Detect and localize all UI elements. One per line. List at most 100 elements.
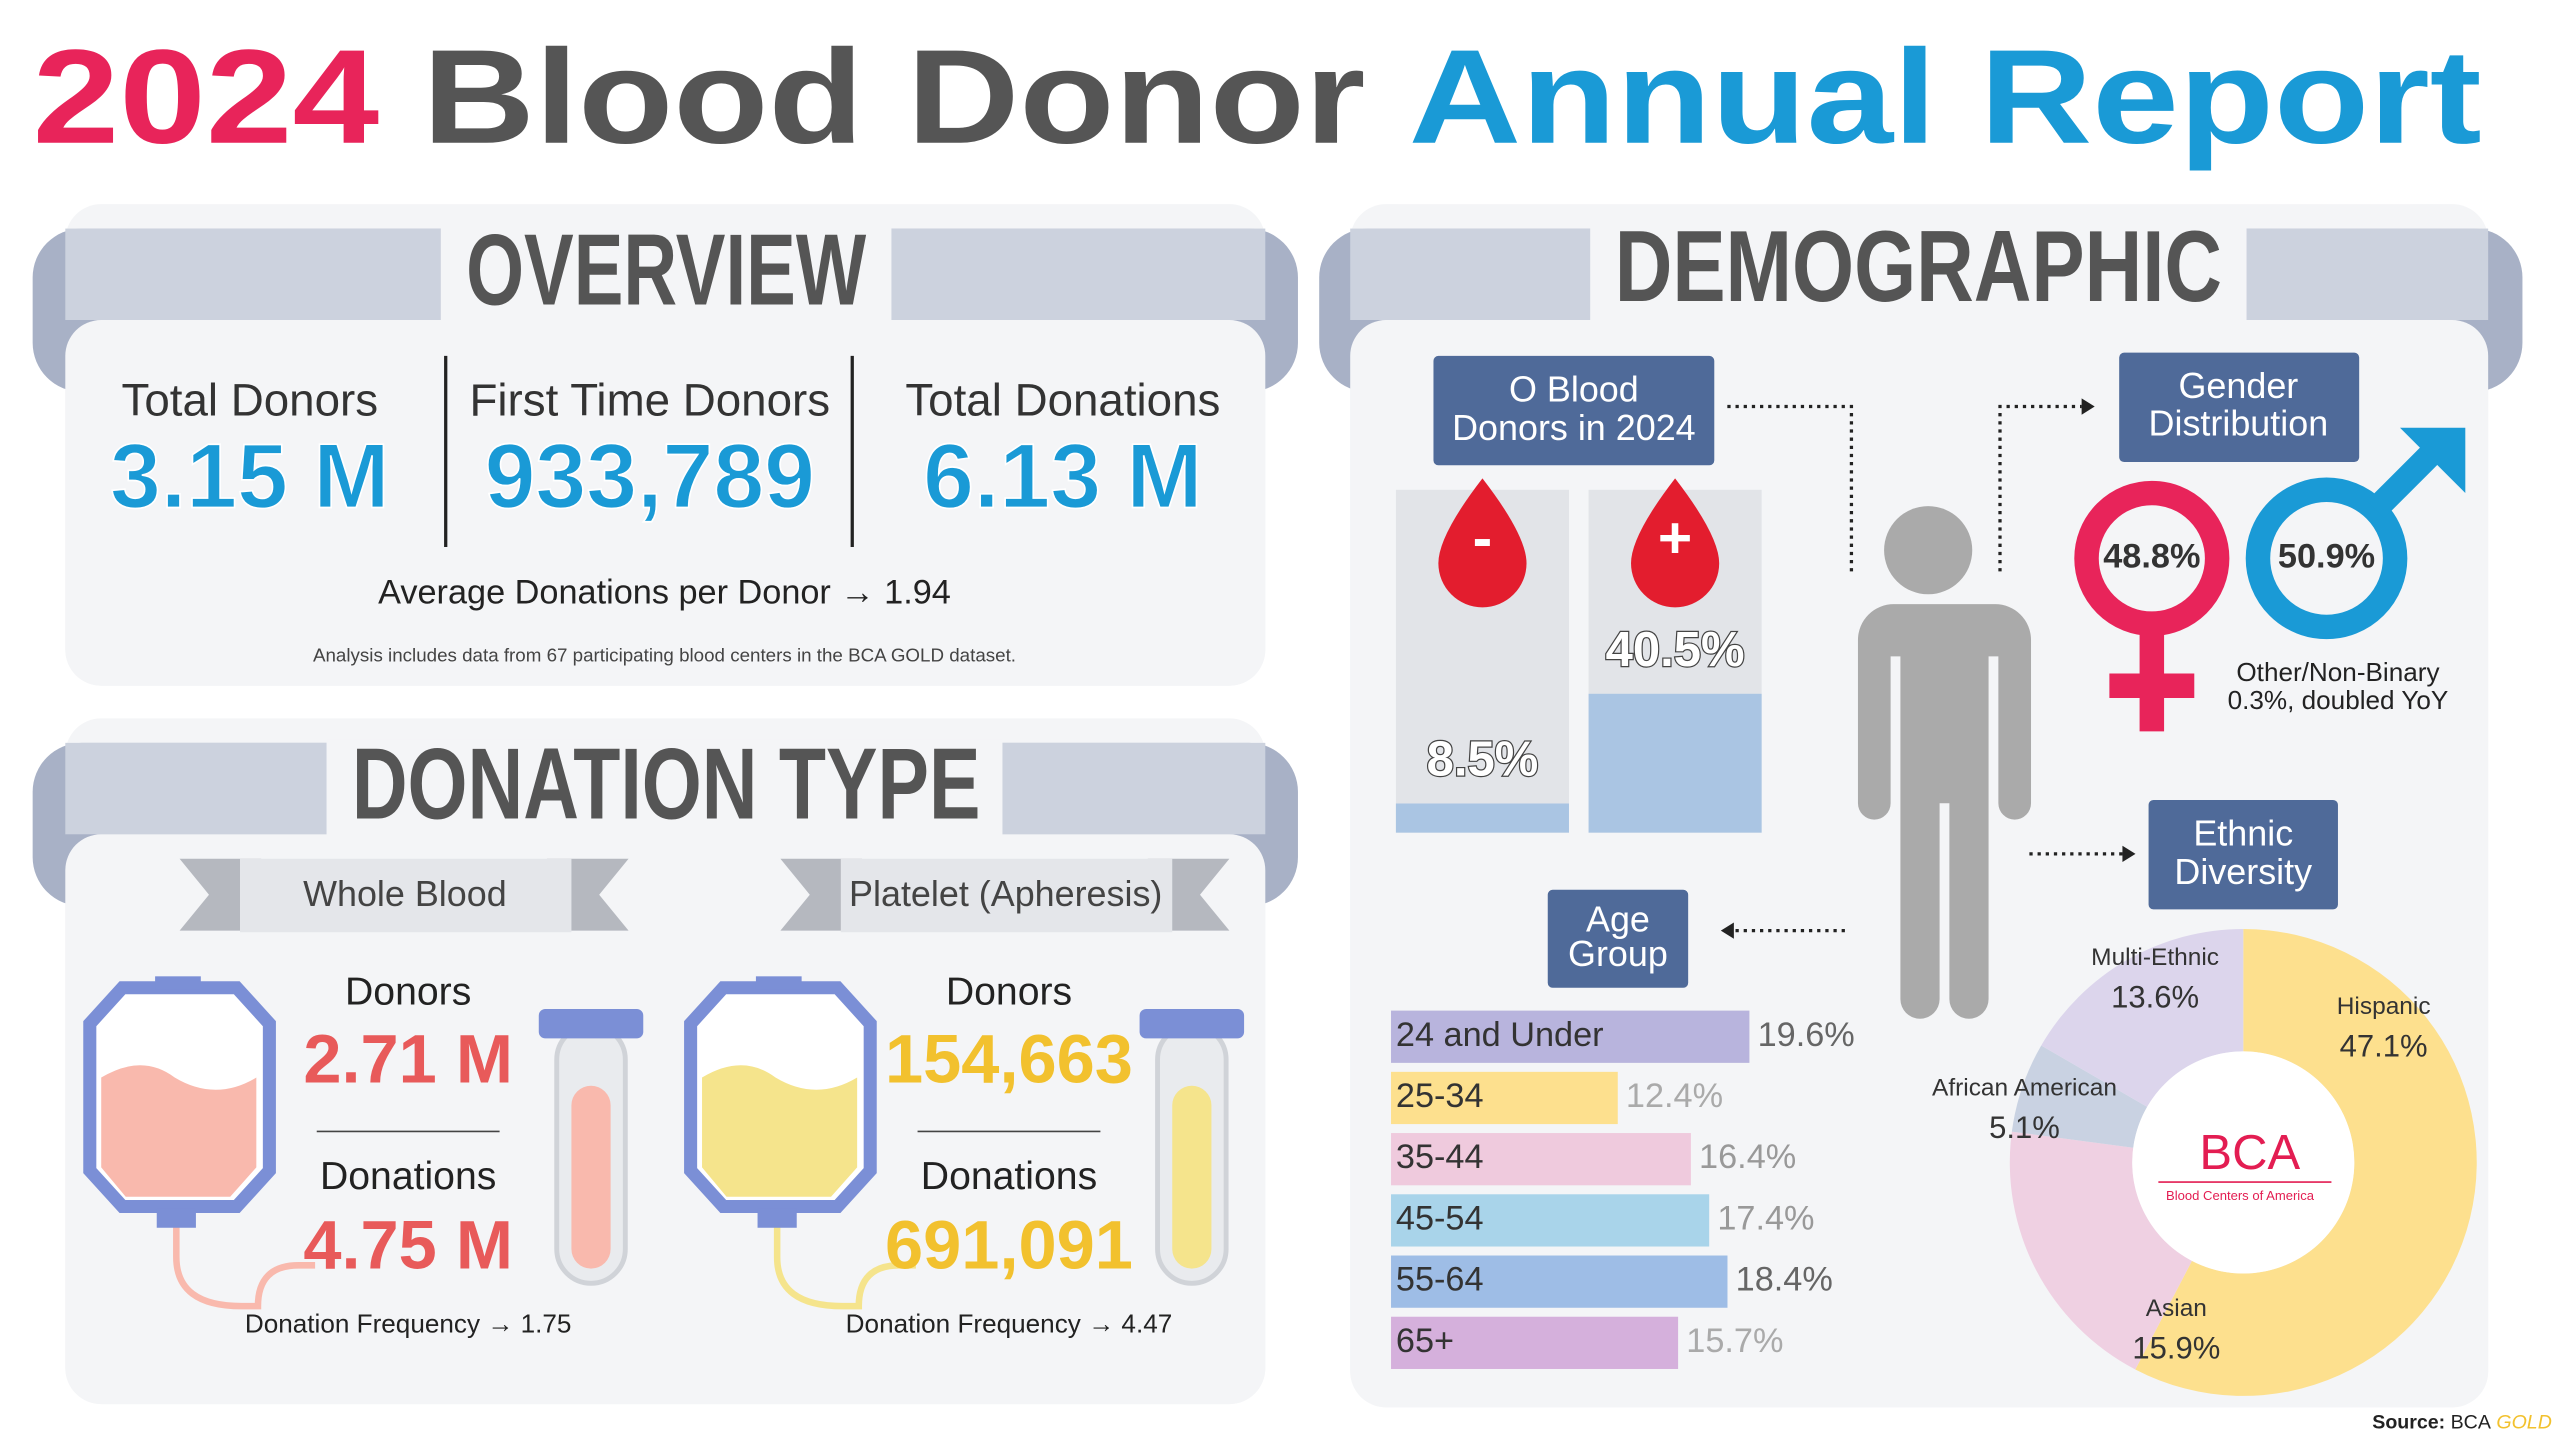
- stat-value: 933,789: [485, 425, 815, 527]
- bar: [1391, 1316, 1679, 1369]
- drop-icon: [1631, 478, 1720, 608]
- pie-slice: [2041, 928, 2244, 1107]
- tube-fill: [1172, 1085, 1212, 1269]
- slice-value: 47.1%: [2340, 1028, 2428, 1063]
- arrowheads: [1720, 398, 2136, 939]
- slice-value: 15.9%: [2132, 1330, 2220, 1365]
- value-label: 40.5%: [1606, 623, 1745, 677]
- gender-title: Gender: [2178, 365, 2298, 406]
- donors-label: Donors: [946, 971, 1072, 1014]
- logo-name: BCA: [2199, 1126, 2300, 1180]
- gender-title: Distribution: [2149, 403, 2329, 444]
- person-icon: [1857, 506, 2032, 1019]
- category-label: 25-34: [1396, 1077, 1484, 1115]
- connectors: [1727, 404, 2123, 933]
- frequency: Donation Frequency → 1.75: [245, 1309, 572, 1339]
- drop-sign: +: [1658, 506, 1692, 571]
- chart-title: Age: [1586, 899, 1650, 940]
- category-label: 24 and Under: [1396, 1016, 1604, 1054]
- stat-value: 3.15 M: [110, 425, 389, 527]
- average: Average Donations per Donor → 1.94: [378, 573, 951, 611]
- value-label: 17.4%: [1717, 1199, 1814, 1237]
- pie-slice: [2009, 1131, 2192, 1370]
- category-label: 45-54: [1396, 1199, 1484, 1237]
- drop-sign: -: [1473, 506, 1493, 571]
- overview-body: [65, 320, 1266, 686]
- value-label: 18.4%: [1736, 1261, 1833, 1299]
- type-box: [240, 858, 572, 933]
- category-label: 65+: [1396, 1322, 1454, 1360]
- type-name: Platelet (Apheresis): [849, 873, 1162, 914]
- drop-icon: [1438, 478, 1527, 608]
- value-label: 15.7%: [1686, 1322, 1783, 1360]
- donations-value: 4.75 M: [303, 1207, 513, 1284]
- tag-box: [2148, 800, 2338, 910]
- other-gender: 0.3%, doubled YoY: [2228, 685, 2449, 715]
- heading-box: [440, 225, 892, 324]
- type-box: [840, 858, 1173, 933]
- donation-types: Whole Blood Donors 2.71 M Donations 4.75 M Do…: [83, 858, 1245, 1339]
- source-gold: GOLD: [2496, 1412, 2551, 1434]
- bar: [1391, 1010, 1750, 1063]
- pie-slice: [2135, 928, 2477, 1396]
- donut-hole: [2132, 1051, 2355, 1274]
- slice-name: Hispanic: [2337, 993, 2431, 1020]
- overview-heading: OVERVIEW: [466, 213, 866, 326]
- chart-title: Donors in 2024: [1452, 407, 1696, 448]
- other-gender: Other/Non-Binary: [2236, 657, 2439, 687]
- ribbon-arrow: [780, 858, 1230, 931]
- bar: [1391, 1133, 1691, 1186]
- male-share: 50.9%: [2278, 537, 2375, 575]
- category-label: 35-44: [1396, 1138, 1484, 1176]
- slice-value: 13.6%: [2111, 979, 2199, 1014]
- donations-label: Donations: [320, 1155, 496, 1198]
- bag-tube: [173, 1208, 316, 1310]
- bar: [1395, 803, 1569, 833]
- bag-cap: [156, 1208, 196, 1228]
- tag-box: [1547, 889, 1689, 988]
- chart-title: O Blood: [1509, 369, 1639, 410]
- chart-title: Group: [1568, 933, 1668, 974]
- slice-name: African American: [1932, 1074, 2117, 1101]
- stat-label: First Time Donors: [469, 374, 830, 425]
- tube-cap: [1139, 1008, 1245, 1039]
- bag-top: [755, 976, 802, 990]
- donations-value: 691,091: [885, 1207, 1133, 1284]
- demographic-heading: DEMOGRAPHIC: [1615, 210, 2222, 323]
- gender-symbols: [2074, 427, 2466, 732]
- donation-body: [65, 834, 1266, 1405]
- female-share: 48.8%: [2103, 537, 2200, 575]
- note: Analysis includes data from 67 participa…: [313, 644, 1016, 665]
- bar: [1391, 1255, 1728, 1308]
- donation-heading: DONATION TYPE: [352, 728, 981, 841]
- tag-box: [2119, 352, 2360, 463]
- donors-value: 2.71 M: [303, 1021, 513, 1098]
- bag-fill: [101, 1065, 257, 1197]
- frequency: Donation Frequency → 4.47: [846, 1309, 1173, 1339]
- stat-value: 6.13 M: [923, 425, 1202, 527]
- chart-title: Diversity: [2174, 851, 2312, 892]
- bag-cap: [757, 1208, 797, 1228]
- tag-box: [1433, 355, 1715, 466]
- pie-slice: [2011, 1045, 2148, 1148]
- main-title: 2024 Blood Donor Annual Report: [33, 23, 2482, 172]
- source-name: BCA: [2451, 1412, 2492, 1434]
- stat-label: Total Donors: [122, 374, 379, 425]
- type-name: Whole Blood: [303, 873, 507, 914]
- value-label: 8.5%: [1427, 733, 1539, 787]
- stat-label: Total Donations: [905, 374, 1220, 425]
- heading-box: [1590, 225, 2247, 324]
- donors-label: Donors: [345, 971, 471, 1014]
- bar: [1391, 1194, 1710, 1247]
- slice-name: Multi-Ethnic: [2091, 944, 2219, 971]
- value-label: 12.4%: [1626, 1077, 1723, 1115]
- bar: [1391, 1071, 1618, 1125]
- donations-label: Donations: [921, 1155, 1097, 1198]
- bag-tube: [773, 1208, 916, 1310]
- title-middle: Blood Donor: [422, 23, 1365, 172]
- bag-top: [155, 976, 201, 990]
